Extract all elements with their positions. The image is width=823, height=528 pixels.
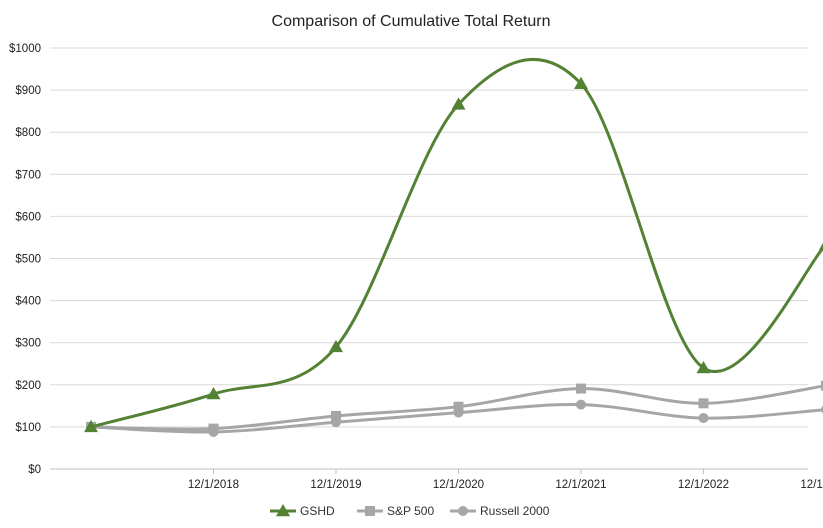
x-axis: 12/1/2018 12/1/2019 12/1/2020 12/1/2021 12/1… bbox=[50, 468, 823, 491]
y-tick-label: $1000 bbox=[9, 43, 41, 55]
data-point-gshd bbox=[451, 97, 466, 110]
legend-label: Russell 2000 bbox=[480, 504, 550, 518]
data-point-s-p-500 bbox=[698, 398, 709, 409]
y-tick-label: $400 bbox=[15, 296, 41, 308]
x-tick-label: 12/1/2023 bbox=[800, 479, 823, 491]
data-point-s-p-500 bbox=[331, 410, 341, 421]
data-point-gshd bbox=[819, 242, 823, 250]
y-tick-label: $100 bbox=[15, 422, 41, 434]
legend-label: GSHD bbox=[300, 504, 335, 518]
y-tick-label: $200 bbox=[15, 380, 41, 392]
series-group bbox=[84, 57, 823, 437]
legend-marker bbox=[276, 504, 290, 517]
data-point-s-p-500 bbox=[821, 380, 823, 391]
legend-label: S&P 500 bbox=[387, 504, 434, 518]
data-point-gshd bbox=[574, 76, 588, 90]
x-tick-label: 12/1/2022 bbox=[678, 479, 729, 491]
series-s-p-500 bbox=[86, 380, 823, 434]
y-axis: $0 $100 $200 $300 $400 $500 $600 $700 $800 $900 $1… bbox=[9, 43, 41, 476]
y-tick-label: $600 bbox=[15, 211, 41, 223]
y-tick-label: $300 bbox=[15, 338, 41, 350]
legend: GSHD S&P 500 Russell 2000 bbox=[270, 504, 550, 518]
x-tick-label: 12/1/2018 bbox=[188, 479, 239, 491]
data-point-gshd bbox=[329, 339, 343, 353]
series-line-gshd bbox=[90, 57, 823, 429]
data-point-gshd bbox=[206, 387, 221, 400]
legend-item-gshd: GSHD bbox=[270, 504, 335, 518]
legend-item-russell-2000: Russell 2000 bbox=[450, 504, 550, 518]
data-point-gshd bbox=[84, 419, 98, 433]
data-point-russell-2000 bbox=[698, 413, 709, 424]
data-point-s-p-500 bbox=[208, 423, 219, 434]
y-tick-label: $900 bbox=[15, 85, 41, 97]
x-tick-label: 12/1/2019 bbox=[310, 479, 361, 491]
x-tick-label: 12/1/2021 bbox=[555, 479, 606, 491]
y-tick-label: $0 bbox=[28, 464, 41, 476]
data-point-s-p-500 bbox=[453, 401, 464, 412]
x-tick-label: 12/1/2020 bbox=[433, 479, 484, 491]
y-tick-label: $700 bbox=[15, 169, 41, 181]
legend-item-s-p-500: S&P 500 bbox=[357, 504, 434, 518]
data-point-s-p-500 bbox=[576, 383, 586, 394]
y-tick-label: $500 bbox=[15, 254, 41, 266]
legend-marker bbox=[458, 506, 468, 516]
series-gshd bbox=[84, 57, 823, 433]
data-point-russell-2000 bbox=[576, 399, 586, 410]
data-point-gshd bbox=[696, 360, 711, 374]
chart-title: Comparison of Cumulative Total Return bbox=[272, 13, 551, 30]
y-tick-label: $800 bbox=[15, 127, 41, 139]
legend-marker bbox=[365, 506, 375, 516]
gridlines bbox=[50, 47, 808, 428]
